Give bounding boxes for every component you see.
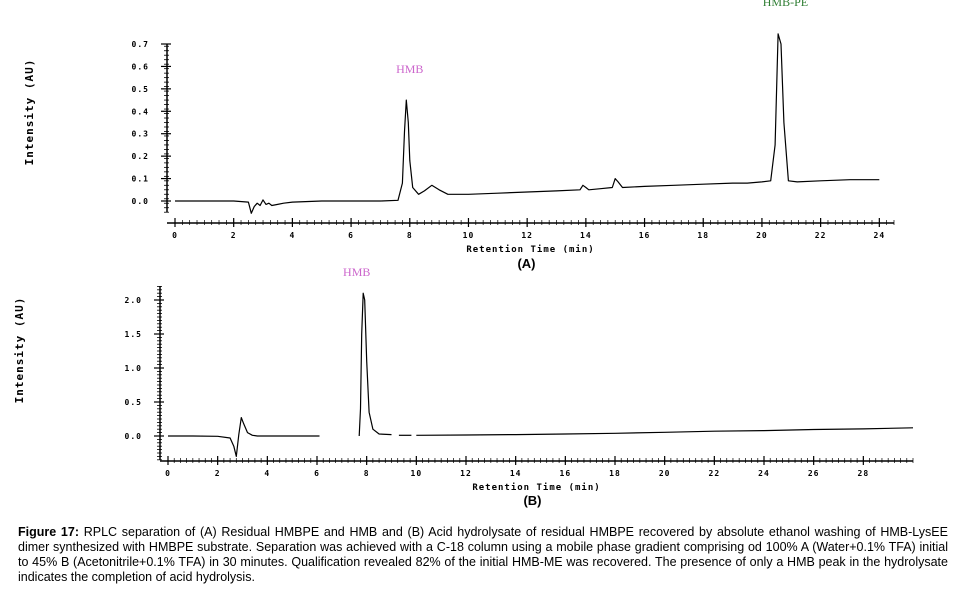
y-axis-title-a: Intensity (AU) [23,59,36,166]
x-tick-label-b: 28 [858,469,870,478]
y-tick-label-a: 0.5 [132,85,149,94]
x-tick-label-b: 2 [215,469,221,478]
caption-text: RPLC separation of (A) Residual HMBPE an… [18,525,948,584]
x-tick-label-a: 22 [815,231,827,240]
y-tick-label-a: 0.7 [132,40,149,49]
peak-label-hmb-a: HMB [396,62,423,76]
x-tick-label-a: 20 [756,231,768,240]
x-tick-label-b: 8 [364,469,370,478]
x-tick-label-a: 0 [172,231,178,240]
x-tick-label-b: 16 [560,469,572,478]
x-tick-label-b: 14 [510,469,522,478]
x-tick-label-a: 14 [580,231,592,240]
y-tick-label-a: 0.2 [132,152,149,161]
x-tick-label-a: 12 [521,231,533,240]
y-tick-label-a: 0.3 [132,130,149,139]
x-tick-label-a: 6 [348,231,354,240]
caption-label: Figure 17: [18,525,79,539]
x-tick-label-a: 24 [874,231,886,240]
y-tick-label-a: 0.6 [132,62,149,71]
y-tick-label-a: 0.1 [132,175,149,184]
chart-a: 0.00.10.20.30.40.50.60.70 2 4 6 8 10 12 14 16 18 2… [23,0,895,271]
x-tick-label-a: 4 [289,231,295,240]
x-tick-label-b: 22 [709,469,721,478]
y-tick-label-a: 0.4 [132,107,149,116]
x-tick-label-a: 8 [407,231,413,240]
x-tick-label-a: 18 [697,231,709,240]
figure-caption: Figure 17: RPLC separation of (A) Residu… [18,525,948,585]
chromatogram-trace-a-1 [175,33,880,214]
chromatogram-trace-b-1 [168,417,320,457]
x-tick-label-b: 20 [659,469,671,478]
x-tick-label-b: 26 [808,469,820,478]
x-tick-label-b: 10 [411,469,423,478]
x-tick-label-a: 2 [231,231,237,240]
peak-label-hmb-b: HMB [343,265,370,279]
x-axis-title-a: Retention Time (min) [466,244,594,255]
chart-b: 0.00.51.01.52.00 2 4 6 8 10 12 14 16 18 20 22 24 26 28… [13,265,914,508]
panel-label-a: (A) [517,256,535,271]
x-tick-label-b: 6 [314,469,320,478]
x-tick-label-b: 12 [460,469,472,478]
x-tick-label-a: 16 [639,231,651,240]
y-tick-label-b: 0.5 [125,398,142,407]
x-tick-label-b: 24 [758,469,770,478]
chromatogram-trace-b-4 [416,427,914,436]
y-tick-label-a: 0.0 [132,197,149,206]
x-axis-title-b: Retention Time (min) [472,482,600,493]
panel-label-b: (B) [523,493,541,508]
y-tick-label-b: 1.5 [125,330,142,339]
x-tick-label-b: 0 [165,469,171,478]
peak-label-hmb-pe-a: HMB-PE [763,0,808,9]
y-tick-label-b: 1.0 [125,364,142,373]
x-tick-label-b: 18 [609,469,621,478]
x-tick-label-b: 4 [264,469,270,478]
chromatogram-trace-b-2 [358,292,392,437]
y-tick-label-b: 0.0 [125,432,142,441]
y-tick-label-b: 2.0 [125,296,142,305]
y-axis-title-b: Intensity (AU) [13,297,26,404]
x-tick-label-a: 10 [463,231,475,240]
